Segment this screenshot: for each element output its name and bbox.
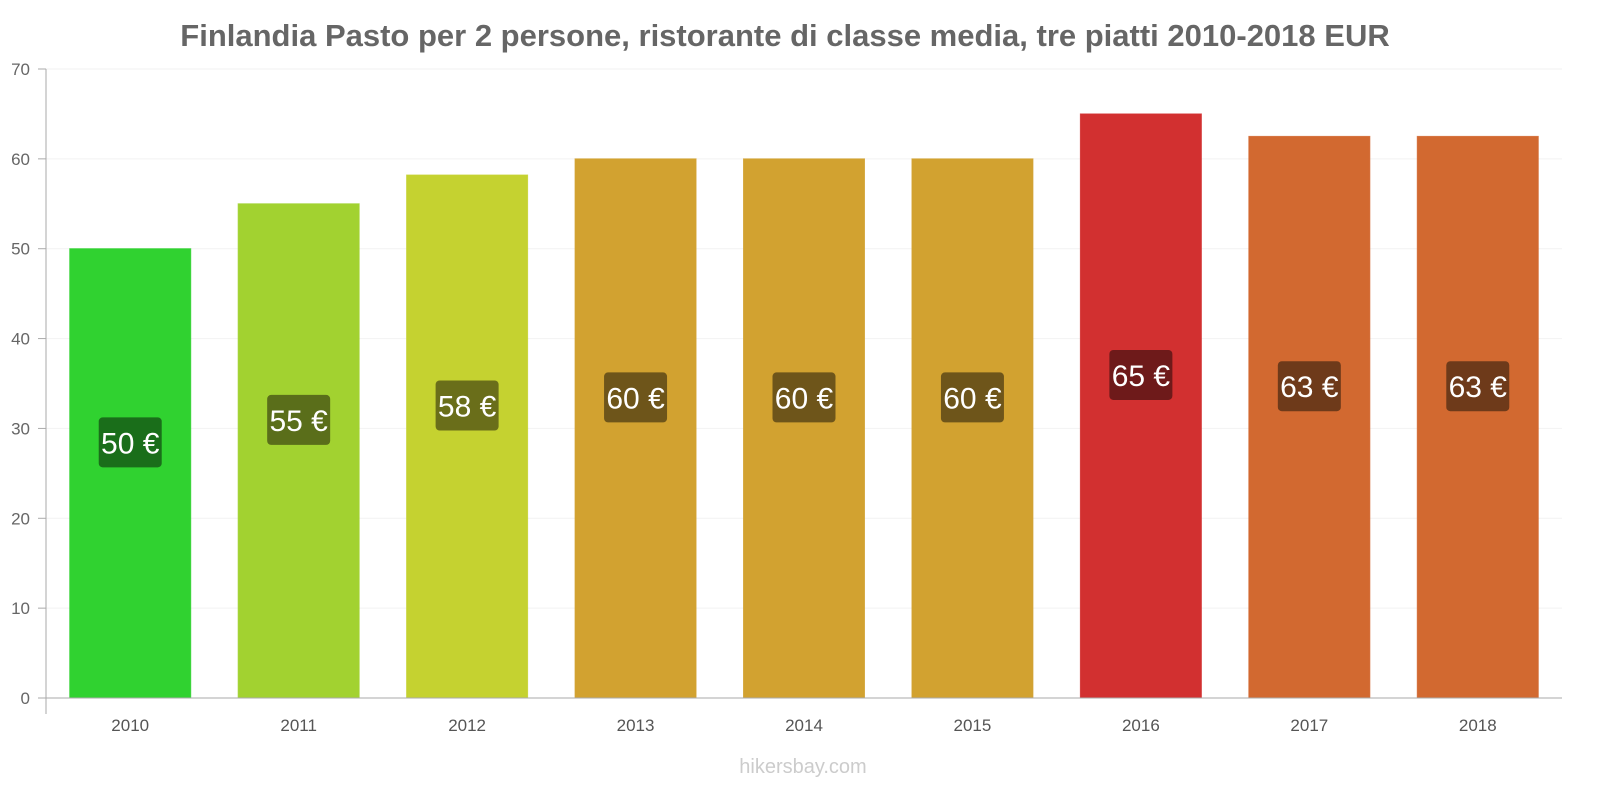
- bar: [69, 248, 192, 699]
- bar: [406, 174, 529, 699]
- x-tick-label: 2017: [1290, 716, 1328, 735]
- watermark: hikersbay.com: [739, 756, 866, 778]
- data-label: 60 €: [943, 382, 1002, 415]
- bar: [743, 158, 865, 699]
- y-tick-label: 40: [11, 330, 30, 349]
- data-label-background: [604, 372, 668, 423]
- x-tick-label: 2011: [280, 716, 317, 735]
- bar: [911, 158, 1034, 699]
- data-label-background: [1277, 361, 1341, 412]
- data-label-background: [940, 372, 1004, 423]
- data-label: 60 €: [775, 382, 834, 415]
- data-label: 63 €: [1280, 371, 1339, 404]
- bar: [237, 203, 360, 699]
- y-tick-label: 50: [11, 240, 30, 259]
- bar: [574, 158, 697, 699]
- data-label-background: [435, 380, 499, 431]
- x-tick-label: 2015: [954, 716, 992, 735]
- data-label: 60 €: [606, 382, 665, 415]
- x-tick-label: 2016: [1122, 716, 1160, 735]
- y-tick-label: 10: [11, 599, 30, 618]
- x-tick-label: 2013: [617, 716, 655, 735]
- data-label: 65 €: [1112, 360, 1171, 393]
- data-label: 58 €: [438, 391, 497, 424]
- x-tick-label: 2012: [448, 716, 486, 735]
- data-label: 50 €: [101, 427, 160, 460]
- x-tick-label: 2014: [785, 716, 823, 735]
- data-label: 63 €: [1449, 371, 1508, 404]
- y-tick-label: 0: [21, 689, 30, 708]
- y-tick-label: 60: [11, 150, 30, 169]
- data-label-background: [98, 417, 162, 468]
- data-label: 55 €: [269, 405, 328, 438]
- x-tick-label: 2010: [111, 716, 149, 735]
- data-label-background: [1446, 361, 1510, 412]
- bar: [1248, 135, 1371, 699]
- y-tick-label: 70: [11, 60, 30, 79]
- y-tick-label: 20: [11, 509, 30, 528]
- axes: 0 10 20 30 40 50 60 70 2010 2011 2012 2013 2014 2015 2…: [11, 60, 1562, 735]
- bar: [1416, 135, 1539, 699]
- chart-title: Finlandia Pasto per 2 persone, ristorant…: [180, 18, 1389, 53]
- data-label-background: [772, 372, 836, 423]
- y-tick-label: 30: [11, 419, 30, 438]
- bars: 50 € 55 € 58 € 60 € 60 € 60 € 65 € 63 € 63 €: [69, 113, 1539, 699]
- data-label-background: [267, 394, 331, 445]
- x-tick-label: 2018: [1459, 716, 1497, 735]
- bar: [1079, 113, 1202, 699]
- data-label-background: [1109, 349, 1173, 400]
